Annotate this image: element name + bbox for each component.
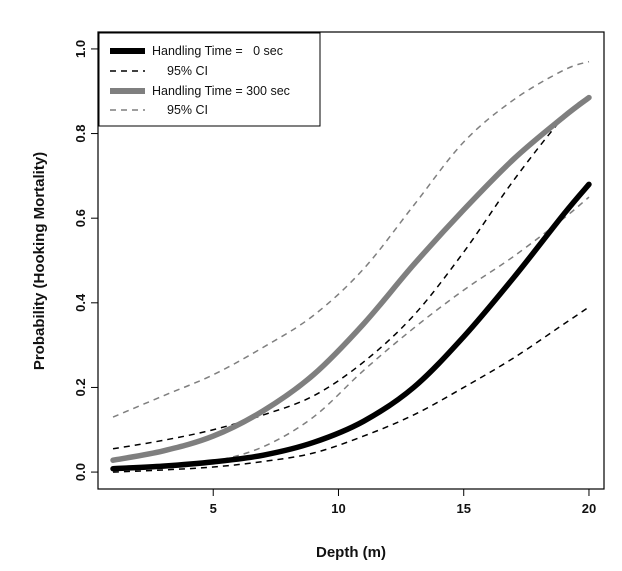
legend: Handling Time = 0 sec 95% CI Handling Ti… (98, 32, 321, 127)
line-0sec-ci-lower (112, 306, 590, 473)
y-tick-label-0: 0.0 (73, 463, 88, 481)
line-0sec (110, 181, 592, 472)
legend-label-0sec-ci: 95% CI (167, 64, 208, 78)
x-tick-label-15: 15 (456, 501, 470, 516)
x-axis-title: Depth (m) (316, 544, 386, 561)
line-300sec-ci-lower (112, 196, 590, 471)
legend-label-300sec-ci: 95% CI (167, 103, 208, 117)
y-tick-label-0-4: 0.4 (73, 293, 88, 312)
x-tick-label-5: 5 (210, 501, 217, 516)
line-300sec (110, 94, 592, 463)
y-tick-label-0-8: 0.8 (73, 125, 88, 143)
y-tick-label-0-2: 0.2 (73, 378, 88, 396)
line-300sec-ci-upper (112, 60, 590, 418)
x-axis: 5 10 15 20 (210, 489, 596, 516)
legend-label-0sec: Handling Time = 0 sec (152, 44, 283, 58)
y-tick-label-0-6: 0.6 (73, 209, 88, 227)
y-axis: 0.0 0.2 0.4 0.6 0.8 1.0 (73, 40, 98, 481)
x-tick-label-10: 10 (331, 501, 345, 516)
series-layer (110, 60, 592, 473)
y-tick-label-1: 1.0 (73, 40, 88, 58)
legend-label-300sec: Handling Time = 300 sec (152, 84, 290, 98)
y-axis-title: Probability (Hooking Mortality) (31, 152, 48, 370)
line-0sec-ci-upper (112, 94, 590, 450)
x-tick-label-20: 20 (582, 501, 596, 516)
